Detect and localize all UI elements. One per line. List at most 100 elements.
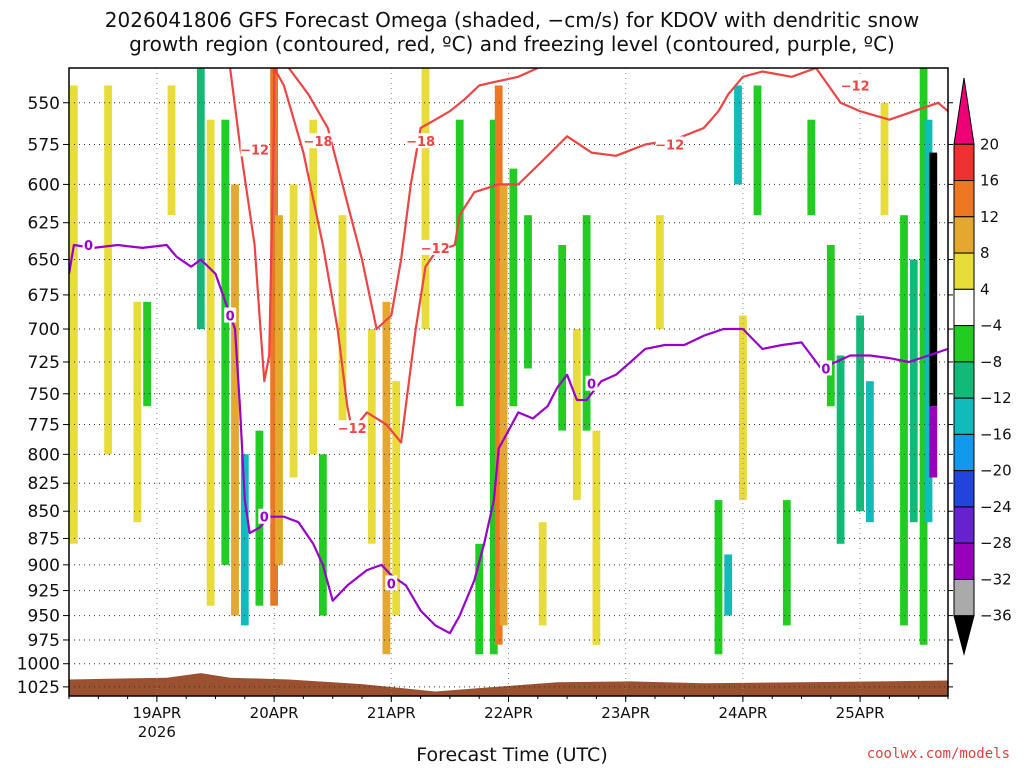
contour-label-background <box>421 239 450 255</box>
colorbar-label: 20 <box>980 135 999 153</box>
colorbar-bin <box>953 361 975 399</box>
x-tick-sublabel: 2026 <box>138 723 176 741</box>
colorbar-label: 12 <box>980 208 999 226</box>
chart-title-line2: growth region (contoured, red, ºC) and f… <box>129 32 895 56</box>
omega-cell <box>866 381 874 523</box>
omega-cell <box>509 168 518 407</box>
contour-label: −12 <box>655 138 684 153</box>
contour-label-background <box>258 508 271 524</box>
y-tick-label: 700 <box>28 320 60 340</box>
y-tick-label: 1000 <box>17 655 60 675</box>
omega-cell <box>489 119 498 655</box>
y-tick-label: 575 <box>28 135 60 155</box>
x-tick-label: 22APR <box>484 704 533 722</box>
y-tick-label: 600 <box>28 175 60 195</box>
omega-cell <box>231 184 239 616</box>
omega-cell <box>240 454 249 626</box>
colorbar-label: −36 <box>980 607 1012 625</box>
contour-label: 0 <box>84 239 93 254</box>
contour-label: 0 <box>260 511 269 526</box>
omega-cell <box>421 68 430 329</box>
omega-cell <box>367 329 376 544</box>
x-tick-label: 23APR <box>601 704 650 722</box>
omega-cell <box>70 85 78 544</box>
y-tick-label: 625 <box>28 214 60 234</box>
colorbar-bin <box>953 470 975 508</box>
colorbar-arrow-top <box>953 77 975 145</box>
x-tick-label: 25APR <box>836 704 885 722</box>
omega-cell <box>739 315 747 501</box>
omega-cell <box>880 102 889 216</box>
omega-cell <box>167 85 176 216</box>
plot-area: −12 −18 −18 −12 −12 −12 −12 0 0 0 0 0 0 <box>69 68 948 696</box>
colorbar-label: −12 <box>980 389 1012 407</box>
omega-cell <box>338 215 347 431</box>
colorbar-bin <box>953 397 975 435</box>
omega-cell <box>455 119 464 407</box>
omega-cell <box>133 301 142 523</box>
contour-label-background <box>224 307 237 323</box>
omega-cell <box>270 68 278 606</box>
y-tick-label: 900 <box>28 556 60 576</box>
omega-cell <box>582 215 591 431</box>
omega-cell <box>734 85 742 185</box>
y-tick-label: 875 <box>28 529 60 549</box>
contour-label-background <box>385 575 398 591</box>
colorbar-bin <box>953 288 975 327</box>
x-tick-label: 19APR <box>132 704 181 722</box>
y-tick-label: 675 <box>28 286 60 306</box>
x-tick-label: 24APR <box>718 704 767 722</box>
terrain-fill <box>69 673 948 696</box>
y-tick-label: 725 <box>28 353 60 373</box>
colorbar-label: −8 <box>980 353 1002 371</box>
credit-text: coolwx.com/models <box>866 746 1010 762</box>
omega-cell <box>475 543 484 655</box>
omega-cell <box>826 245 835 407</box>
colorbar-label: −4 <box>980 317 1002 335</box>
colorbar-bin <box>953 506 975 544</box>
snow-growth-minus18-contour <box>287 68 539 331</box>
contour-label: −18 <box>406 135 435 150</box>
y-tick-label: 550 <box>28 94 60 114</box>
contour-label: −12 <box>841 80 870 95</box>
colorbar-label: −32 <box>980 571 1012 589</box>
contour-label: 0 <box>226 310 235 325</box>
omega-cell <box>289 184 298 478</box>
contour-label: −12 <box>240 143 269 158</box>
colorbar-label: 16 <box>980 172 999 190</box>
contour-label-background <box>82 236 95 252</box>
colorbar-bin <box>953 433 975 472</box>
omega-cell <box>929 406 938 478</box>
contour-label: −12 <box>338 422 367 437</box>
omega-cell <box>494 85 503 645</box>
contour-label-background <box>841 77 870 93</box>
omega-cell <box>782 500 791 626</box>
omega-cell <box>309 119 318 455</box>
omega-cell <box>558 245 567 431</box>
y-tick-label: 950 <box>28 607 60 627</box>
snow-growth-minus12-contour <box>229 68 948 444</box>
plot-background <box>69 68 948 696</box>
omega-cell <box>196 68 205 329</box>
colorbar-bin <box>953 325 975 363</box>
y-tick-label: 975 <box>28 631 60 651</box>
y-tick-label: 850 <box>28 502 60 522</box>
colorbar-label: −28 <box>980 534 1012 552</box>
omega-cell <box>275 215 283 565</box>
omega-cell <box>724 554 733 616</box>
omega-cell <box>924 119 933 523</box>
x-axis-label: Forecast Time (UTC) <box>416 744 608 766</box>
contour-label-background <box>240 141 269 157</box>
omega-cell <box>836 355 845 544</box>
colorbar-bin <box>953 143 975 182</box>
omega-cell <box>900 215 908 626</box>
contour-label: −12 <box>421 242 450 257</box>
omega-cell <box>382 301 391 655</box>
colorbar-label: 4 <box>980 280 990 298</box>
colorbar-bin <box>953 578 975 617</box>
y-tick-label: 800 <box>28 445 60 465</box>
omega-cell <box>656 215 664 330</box>
omega-cell <box>524 215 532 369</box>
omega-cell <box>753 85 762 216</box>
